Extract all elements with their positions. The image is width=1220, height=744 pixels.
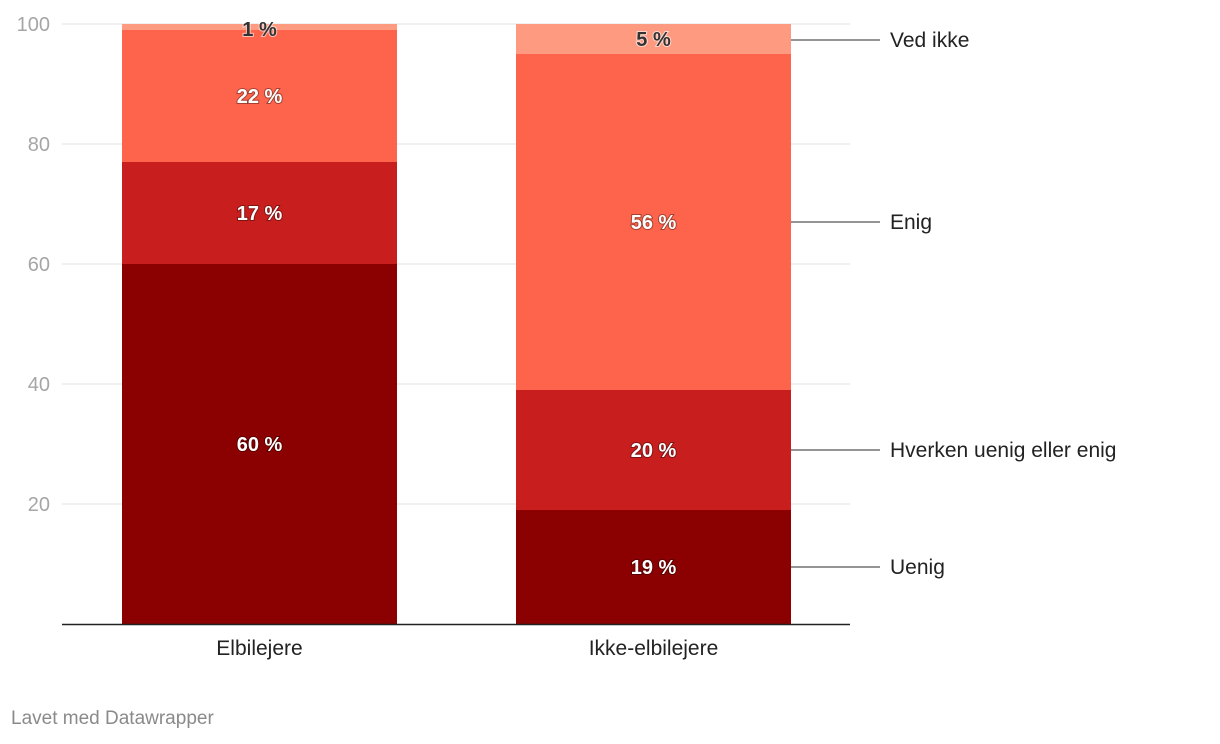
y-tick-label: 80 — [28, 134, 50, 156]
bar-data-label: 17 % — [237, 203, 283, 225]
y-tick-label: 60 — [28, 254, 50, 276]
bar-segment — [122, 162, 397, 264]
bar-segment — [516, 510, 791, 624]
bar-data-label: 1 % — [242, 19, 277, 41]
bar-segment — [122, 24, 397, 30]
legend-entry: Hverken uenig eller enig — [890, 439, 1116, 462]
y-tick-label: 40 — [28, 374, 50, 396]
y-tick-label: 100 — [17, 14, 50, 36]
bar-data-label: 22 % — [237, 86, 283, 108]
bar-data-label: 5 % — [636, 29, 671, 51]
bar-segment — [516, 54, 791, 390]
x-category-label: Ikke-elbilejere — [589, 637, 719, 660]
y-tick-label: 20 — [28, 494, 50, 516]
legend-entry: Enig — [890, 211, 932, 234]
bar-data-label: 20 % — [631, 440, 677, 462]
bar-segment — [122, 30, 397, 162]
bar-data-label: 60 % — [237, 434, 283, 456]
stacked-bar-chart: 20 40 60 80 100 60 % 17 % 22 % 1 % Elbilejere 19 %… — [17, 14, 1117, 660]
bar-segment — [516, 24, 791, 54]
bar-segment — [122, 264, 397, 624]
legend-entry: Uenig — [890, 556, 945, 579]
bar-data-label: 56 % — [631, 212, 677, 234]
x-category-label: Elbilejere — [216, 637, 302, 660]
footer-credit: Lavet med Datawrapper — [11, 708, 214, 729]
legend-entry: Ved ikke — [890, 29, 969, 52]
bar-segment — [516, 390, 791, 510]
bar-data-label: 19 % — [631, 557, 677, 579]
